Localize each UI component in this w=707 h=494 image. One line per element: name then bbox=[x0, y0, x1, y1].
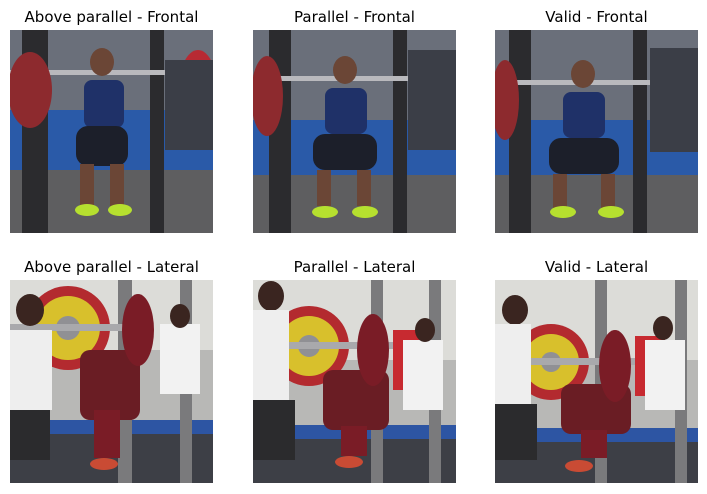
photo-lateral-parallel bbox=[253, 280, 456, 483]
squat-photo-lateral bbox=[495, 280, 698, 483]
panel-title: Parallel - Lateral bbox=[293, 258, 416, 276]
squat-photo-frontal bbox=[495, 30, 698, 233]
panel-title: Valid - Frontal bbox=[545, 8, 648, 26]
photo-frontal-parallel bbox=[253, 30, 456, 233]
panel-title: Above parallel - Frontal bbox=[24, 8, 199, 26]
photo-lateral-above-parallel bbox=[10, 280, 213, 483]
squat-photo-frontal bbox=[10, 30, 213, 233]
squat-photo-lateral bbox=[10, 280, 213, 483]
squat-photo-lateral bbox=[253, 280, 456, 483]
panel-title: Parallel - Frontal bbox=[294, 8, 415, 26]
photo-frontal-above-parallel bbox=[10, 30, 213, 233]
photo-frontal-valid bbox=[495, 30, 698, 233]
photo-lateral-valid bbox=[495, 280, 698, 483]
squat-photo-frontal bbox=[253, 30, 456, 233]
panel-title: Valid - Lateral bbox=[544, 258, 649, 276]
panel-title: Above parallel - Lateral bbox=[24, 258, 199, 276]
